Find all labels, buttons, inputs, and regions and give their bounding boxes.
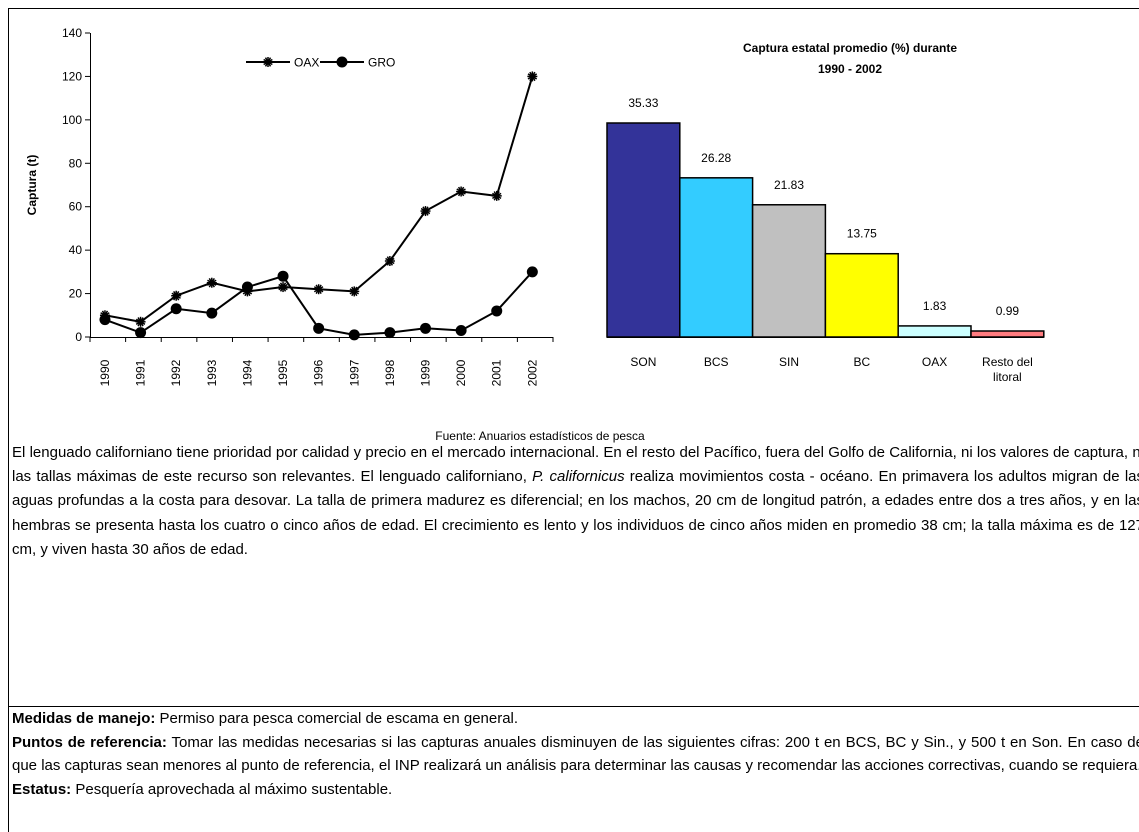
bar	[679, 177, 754, 338]
marker	[170, 303, 182, 315]
item-label: Puntos de referencia:	[12, 733, 167, 751]
x-tick-label: 2002	[525, 359, 539, 386]
species-name: P. californicus	[532, 468, 625, 486]
text: El lenguado californiano tiene prioridad…	[12, 444, 1139, 486]
value-label: 1.83	[923, 299, 947, 313]
y-tick-label: 80	[69, 156, 83, 170]
value-label: 26.28	[701, 151, 731, 165]
x-tick-label: 1999	[418, 359, 432, 386]
source: Fuente: Anuarios estadísticos de pesca	[435, 429, 645, 443]
bar	[751, 204, 827, 338]
y-tick-label: 0	[75, 330, 82, 344]
marker-stroke	[171, 292, 181, 299]
management-item: Estatus: Pesquería aprovechada al máximo…	[12, 778, 1139, 802]
value-label: 0.99	[996, 304, 1020, 318]
legend-label: OAX	[294, 56, 319, 70]
item-text: Pesquería aprovechada al máximo sustenta…	[71, 780, 393, 798]
management-item: Puntos de referencia: Tomar las medidas …	[12, 731, 1139, 778]
marker	[491, 190, 502, 201]
x-tick-label: OAX	[921, 355, 948, 369]
x-tick-label: 1995	[276, 359, 290, 386]
chart-title: Captura estatal promedio (%) durante	[743, 41, 957, 55]
y-tick-label: 60	[69, 200, 83, 214]
x-tick-label: 1991	[134, 359, 148, 386]
y-tick-label: 20	[69, 287, 83, 301]
marker	[277, 270, 289, 282]
marker	[171, 290, 182, 301]
text: realiza movimientos costa - océano. En p…	[12, 468, 1139, 558]
x-tick-label: 1997	[347, 359, 361, 386]
value-label: 21.83	[774, 178, 804, 192]
x-tick-label: 1993	[205, 359, 219, 386]
marker	[241, 281, 253, 293]
chart-title: 1990 - 2002	[818, 62, 882, 76]
x-tick-label: SIN	[778, 355, 799, 369]
marker	[384, 256, 395, 266]
x-tick-label: 2001	[490, 359, 504, 386]
y-tick-label: 120	[62, 69, 82, 83]
y-tick-label: 140	[62, 26, 82, 40]
marker-stroke	[527, 73, 538, 80]
management-item: Medidas de manejo: Permiso para pesca co…	[12, 707, 1139, 731]
marker	[420, 206, 431, 217]
marker	[527, 71, 538, 82]
marker-stroke	[349, 288, 359, 295]
x-tick-label: 1990	[98, 359, 112, 386]
x-tick-label: Resto del litoral	[982, 355, 1033, 384]
marker-stroke	[420, 207, 431, 215]
marker-stroke	[313, 286, 324, 293]
marker-stroke	[263, 58, 273, 66]
x-tick-label: 1996	[312, 359, 326, 386]
marker	[206, 307, 218, 319]
marker	[491, 305, 503, 317]
value-label: 13.75	[847, 227, 877, 241]
bar	[897, 325, 972, 338]
marker	[456, 186, 467, 197]
y-tick-label: 100	[62, 113, 82, 127]
marker	[419, 322, 431, 334]
bar	[824, 252, 899, 338]
item-text: Tomar las medidas necesarias si las capt…	[12, 733, 1139, 775]
x-tick-label: SON	[630, 355, 657, 369]
marker-stroke	[135, 318, 146, 325]
marker-stroke	[492, 192, 502, 200]
marker	[526, 266, 538, 278]
y-tick-label: 40	[69, 243, 83, 257]
x-tick-label: 2000	[454, 359, 468, 386]
marker	[135, 327, 147, 339]
value-label: 35.33	[628, 96, 658, 110]
bar	[606, 122, 681, 338]
marker-stroke	[278, 283, 288, 291]
marker	[278, 282, 289, 293]
marker	[206, 277, 217, 288]
marker-stroke	[207, 279, 217, 286]
x-tick-label: 1992	[169, 359, 183, 386]
legend-label: GRO	[368, 56, 395, 70]
marker	[313, 284, 324, 295]
marker	[348, 329, 360, 341]
marker	[455, 324, 467, 336]
management: Medidas de manejo: Permiso para pesca co…	[12, 707, 1139, 801]
y-axis-label: Captura (t)	[25, 155, 39, 216]
bar	[970, 330, 1045, 338]
legend-marker	[263, 57, 273, 67]
legend-marker	[336, 56, 348, 68]
marker-stroke	[385, 257, 395, 265]
item-text: Permiso para pesca comercial de escama e…	[155, 710, 519, 727]
marker	[349, 286, 360, 297]
marker	[135, 316, 146, 327]
marker	[99, 314, 111, 326]
x-tick-label: BCS	[703, 355, 729, 369]
marker	[384, 327, 396, 339]
paragraph: El lenguado californiano tiene prioridad…	[12, 441, 1139, 562]
x-tick-label: BC	[853, 355, 871, 369]
marker-stroke	[456, 188, 466, 195]
marker	[313, 322, 325, 334]
x-tick-label: 1998	[383, 359, 397, 386]
x-tick-label: 1994	[240, 359, 254, 386]
item-label: Medidas de manejo:	[12, 710, 156, 727]
item-label: Estatus:	[12, 780, 72, 798]
